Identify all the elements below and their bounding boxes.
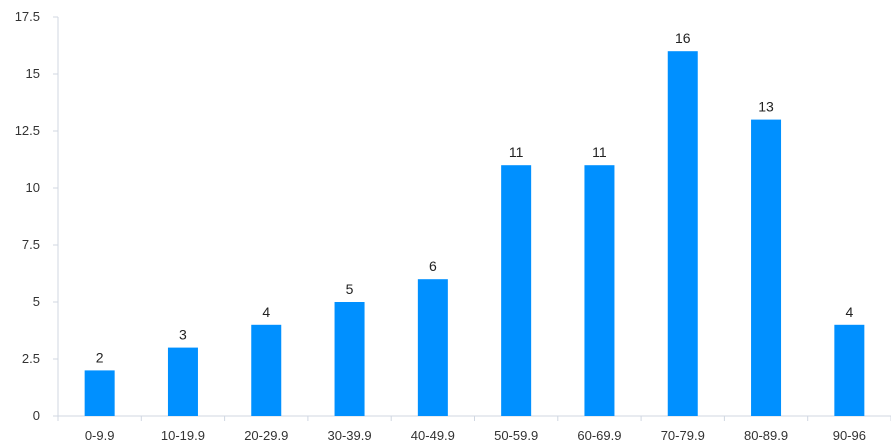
bar [501,165,532,416]
bar [251,324,282,416]
y-tick-label: 10 [26,180,40,195]
y-tick-label: 17.5 [15,9,40,24]
y-tick-label: 0 [33,408,40,423]
data-labels: 2 3 4 5 6 11 11 16 13 4 [96,30,854,365]
y-axis-ticks: 0 2.5 5 7.5 10 12.5 15 17.5 [15,9,58,423]
x-tick-label: 0-9.9 [85,428,115,443]
bar-series [84,51,865,416]
y-tick-label: 2.5 [22,351,40,366]
x-tick-label: 60-69.9 [577,428,621,443]
bar [667,51,698,416]
y-tick-label: 7.5 [22,237,40,252]
bar-value-label: 13 [758,99,774,115]
x-tick-label: 30-39.9 [328,428,372,443]
bar-value-label: 5 [346,281,354,297]
y-tick-label: 5 [33,294,40,309]
bar-value-label: 11 [592,144,607,160]
y-tick-label: 15 [26,66,40,81]
x-tick-label: 50-59.9 [494,428,538,443]
bar [584,165,615,416]
bar-value-label: 3 [179,327,187,343]
x-tick-label: 80-89.9 [744,428,788,443]
bar-value-label: 16 [675,30,691,46]
bar-value-label: 4 [262,304,270,320]
y-axis: 0 2.5 5 7.5 10 12.5 15 17.5 [15,9,59,423]
bar-value-label: 4 [845,304,853,320]
bar [167,347,198,416]
bar [334,302,365,416]
x-axis: 0-9.9 10-19.9 20-29.9 30-39.9 40-49.9 50-59.9… [57,415,891,443]
x-tick-label: 70-79.9 [661,428,705,443]
bar-value-label: 11 [509,144,524,160]
bar-value-label: 2 [96,349,104,365]
bar [751,119,782,416]
y-tick-label: 12.5 [15,123,40,138]
x-tick-label: 20-29.9 [244,428,288,443]
x-tick-label: 90-96 [833,428,866,443]
x-tick-label: 40-49.9 [411,428,455,443]
bar-value-label: 6 [429,258,437,274]
bar [834,324,865,416]
bar [417,279,448,416]
x-tick-label: 10-19.9 [161,428,205,443]
x-axis-ticks: 0-9.9 10-19.9 20-29.9 30-39.9 40-49.9 50-59.9… [57,416,891,443]
bar [84,370,115,416]
